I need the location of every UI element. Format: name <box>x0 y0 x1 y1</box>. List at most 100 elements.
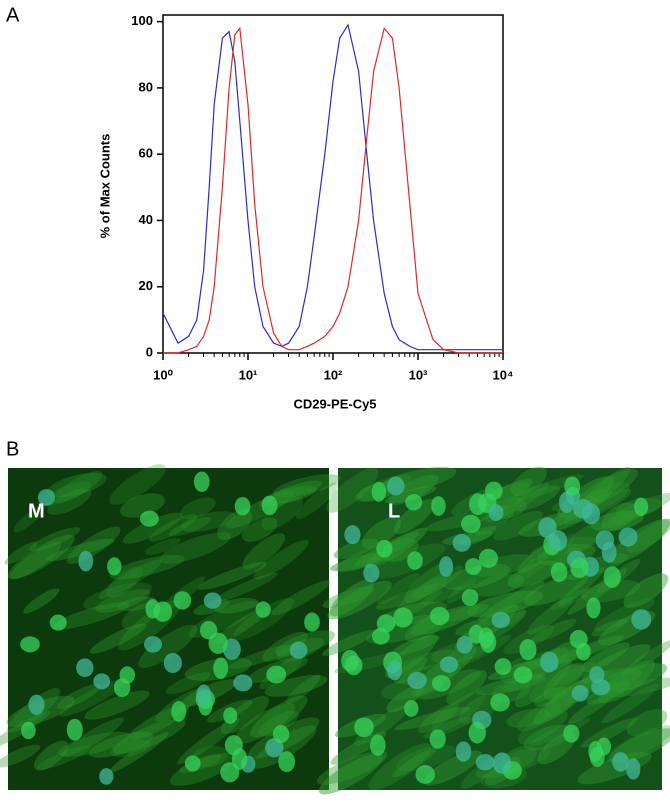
cytoplasm <box>517 710 568 745</box>
nucleus <box>363 563 380 583</box>
nucleus <box>153 601 173 622</box>
cytoplasm <box>375 583 445 610</box>
nucleus <box>376 539 393 558</box>
y-tick-label: 0 <box>146 344 153 359</box>
nucleus <box>354 717 374 738</box>
cytoplasm <box>62 717 124 757</box>
cytoplasm <box>58 731 131 757</box>
nucleus <box>107 557 122 576</box>
y-tick-label: 60 <box>139 146 153 161</box>
cytoplasm <box>580 642 630 673</box>
nucleus <box>626 758 641 780</box>
nucleus <box>603 566 621 588</box>
cytoplasm <box>333 538 379 559</box>
nucleus <box>576 642 591 661</box>
cytoplasm <box>7 535 75 580</box>
cytoplasm <box>59 679 126 717</box>
cytoplasm <box>242 533 286 569</box>
nucleus <box>223 707 238 724</box>
cytoplasm <box>386 685 423 713</box>
cytoplasm <box>109 464 166 505</box>
cytoplasm <box>10 542 62 579</box>
cytoplasm <box>177 718 240 765</box>
nucleus <box>393 607 413 628</box>
nucleus <box>163 652 182 674</box>
nucleus <box>37 489 56 506</box>
nucleus <box>405 494 423 511</box>
nucleus <box>304 612 320 632</box>
cytoplasm <box>191 745 228 768</box>
cytoplasm <box>602 502 638 531</box>
nucleus <box>407 671 427 689</box>
cytoplasm <box>322 586 375 609</box>
cytoplasm <box>420 586 463 606</box>
cytoplasm <box>318 753 383 795</box>
nucleus <box>431 496 446 516</box>
cytoplasm <box>109 554 185 580</box>
cytoplasm <box>113 718 186 754</box>
cytoplasm <box>523 573 588 606</box>
cytoplasm <box>510 466 547 497</box>
cytoplasm <box>264 675 328 697</box>
nucleus <box>564 476 581 497</box>
cytoplasm <box>392 748 437 778</box>
nucleus <box>407 551 423 570</box>
cytoplasm <box>250 695 308 738</box>
cytoplasm <box>506 708 550 728</box>
cytoplasm <box>586 680 631 705</box>
cytoplasm <box>258 710 299 737</box>
cytoplasm <box>431 690 486 733</box>
cytoplasm <box>36 745 92 770</box>
cytoplasm <box>388 474 439 506</box>
nucleus <box>455 741 472 762</box>
cytoplasm <box>220 696 269 734</box>
cytoplasm <box>23 588 60 614</box>
x-axis-title: CD29-PE-Cy5 <box>293 396 376 411</box>
series-line <box>162 23 503 351</box>
cytoplasm <box>229 644 296 669</box>
nucleus <box>589 746 605 767</box>
cytoplasm <box>623 573 669 608</box>
nucleus <box>429 606 450 626</box>
nucleus <box>573 499 593 519</box>
nucleus <box>439 656 459 673</box>
cytoplasm <box>380 676 444 700</box>
cytoplasm <box>138 624 198 668</box>
nucleus <box>461 588 479 607</box>
cytoplasm <box>52 470 103 504</box>
nucleus <box>469 493 487 516</box>
cytoplasm <box>234 703 295 744</box>
nucleus <box>586 597 601 619</box>
cytoplasm <box>425 509 498 532</box>
cytoplasm <box>543 663 585 700</box>
nucleus <box>494 658 512 676</box>
nucleus <box>144 636 162 653</box>
nucleus <box>196 684 212 706</box>
cytoplasm <box>233 597 294 641</box>
cytoplasm <box>620 639 670 677</box>
nucleus <box>548 530 568 552</box>
y-tick-label: 100 <box>131 13 153 28</box>
cytoplasm <box>392 635 440 655</box>
y-axis-title: % of Max Counts <box>97 134 112 239</box>
nucleus <box>369 734 386 756</box>
cytoplasm <box>471 554 535 577</box>
cytoplasm <box>197 561 268 590</box>
nucleus <box>78 550 94 572</box>
nucleus <box>93 673 111 690</box>
x-tick-label: 10³ <box>409 367 428 382</box>
image-label: M <box>28 500 45 522</box>
y-tick-label: 80 <box>139 79 153 94</box>
nucleus <box>432 675 451 692</box>
cytoplasm <box>393 498 436 535</box>
cytoplasm <box>98 559 162 600</box>
plot-frame <box>162 14 504 354</box>
cytoplasm <box>261 496 304 530</box>
nucleus <box>415 765 435 784</box>
cytoplasm <box>361 516 402 549</box>
nucleus <box>231 748 248 770</box>
nucleus <box>76 658 94 678</box>
nucleus <box>595 530 615 551</box>
nucleus <box>589 666 605 684</box>
